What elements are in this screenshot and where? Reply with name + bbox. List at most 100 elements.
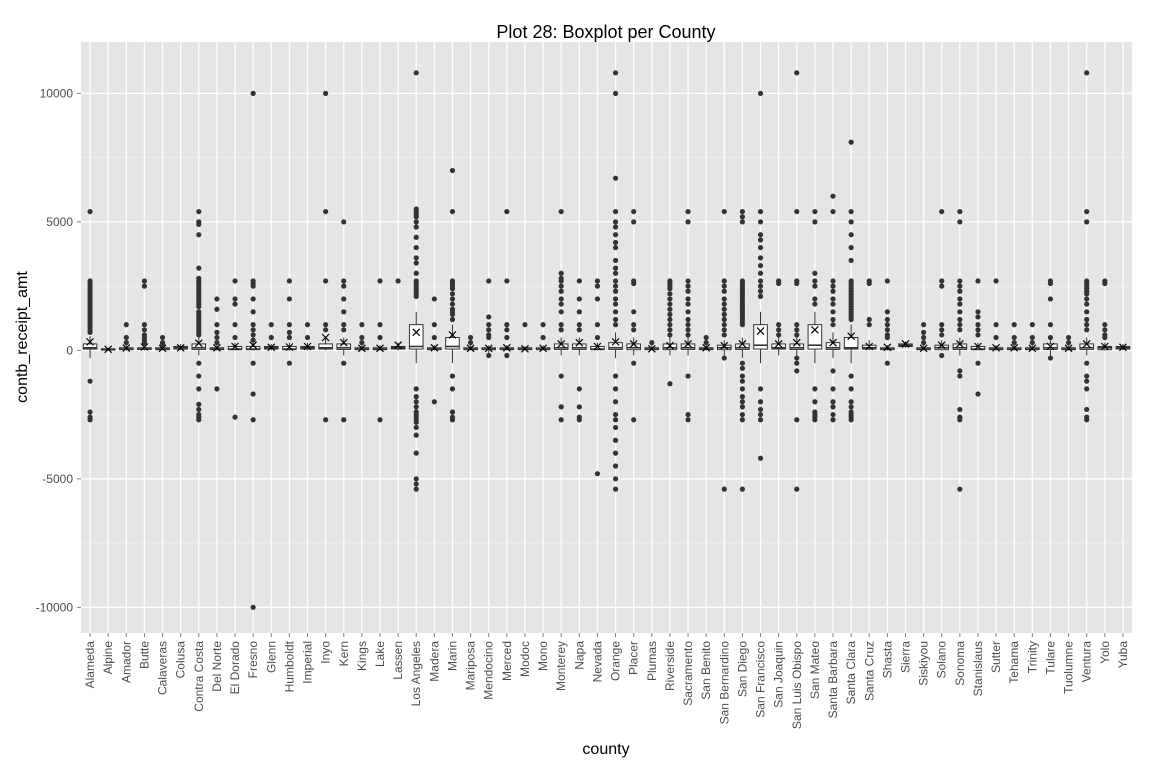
outlier-point [794, 327, 800, 333]
outlier-point [830, 399, 836, 405]
outlier-point [757, 255, 764, 261]
x-tick-label: Inyo [319, 641, 333, 664]
outlier-point [359, 340, 365, 346]
outlier-point [1011, 322, 1017, 328]
x-tick-label: Fresno [246, 641, 260, 679]
outlier-point [395, 278, 401, 284]
outlier-point [1102, 322, 1108, 328]
outlier-point [776, 332, 782, 338]
outlier-point [232, 322, 238, 328]
outlier-point [214, 329, 220, 335]
outlier-point [631, 322, 637, 328]
x-tick-label: Del Norte [210, 641, 224, 692]
outlier-point [449, 167, 456, 174]
box-sonoma [952, 208, 968, 492]
outlier-point [486, 334, 492, 341]
outlier-point [830, 301, 836, 307]
x-tick-label: Kern [337, 641, 351, 666]
outlier-point [594, 278, 601, 284]
box-santa-clara [843, 139, 859, 423]
x-tick-label: Alpine [101, 641, 115, 675]
outlier-point [1084, 316, 1090, 323]
box-monterey [553, 208, 569, 423]
outlier-point [449, 316, 456, 323]
outlier-point [159, 334, 166, 341]
outlier-point [739, 386, 746, 392]
box-glenn [263, 322, 279, 352]
outlier-point [1047, 322, 1054, 328]
outlier-point [359, 334, 365, 341]
x-tick-label: Kings [355, 641, 369, 671]
outlier-point [812, 399, 818, 405]
mean-marker [629, 339, 638, 348]
outlier-point [467, 340, 474, 346]
x-tick-label: Contra Costa [192, 641, 206, 712]
outlier-point [576, 309, 582, 315]
outlier-point [667, 316, 673, 323]
x-tick-label: Ventura [1080, 641, 1094, 683]
outlier-point [739, 208, 746, 215]
outlier-point [884, 316, 890, 323]
outlier-point [631, 208, 637, 215]
outlier-point [413, 234, 419, 240]
box-colusa [173, 343, 188, 352]
outlier-point [757, 262, 764, 269]
outlier-point [123, 340, 129, 346]
outlier-point [232, 296, 238, 302]
box-napa [572, 278, 587, 423]
outlier-point [830, 193, 836, 199]
mean-marker [502, 343, 511, 352]
outlier-point [975, 391, 981, 397]
outlier-point [884, 334, 890, 341]
box-kern [336, 219, 352, 423]
outlier-point [449, 301, 456, 307]
box-mono [535, 322, 551, 353]
outlier-point [431, 399, 437, 405]
outlier-point [214, 296, 220, 302]
outlier-point [957, 296, 963, 302]
outlier-point [721, 288, 727, 294]
outlier-point [558, 417, 564, 423]
outlier-point [739, 411, 746, 418]
outlier-point [612, 399, 619, 405]
outlier-point [286, 278, 292, 284]
outlier-point [1084, 322, 1090, 328]
outlier-point [196, 332, 202, 338]
outlier-point [1084, 378, 1090, 384]
outlier-point [830, 309, 836, 315]
outlier-point [612, 373, 619, 379]
box-del-norte [209, 296, 225, 392]
outlier-point [739, 360, 746, 366]
outlier-point [830, 208, 836, 215]
outlier-point [776, 327, 782, 333]
outlier-point [612, 301, 619, 307]
outlier-point [449, 311, 456, 317]
outlier-point [341, 283, 347, 289]
outlier-point [939, 208, 945, 215]
x-tick-label: San Mateo [808, 641, 822, 699]
outlier-point [413, 260, 419, 266]
box-marin [445, 167, 460, 423]
x-tick-label: Modoc [518, 641, 532, 677]
mean-marker [303, 342, 312, 351]
outlier-point [848, 244, 854, 251]
box-mendocino [481, 278, 497, 359]
outlier-point [667, 291, 673, 297]
outlier-point [341, 322, 347, 328]
box-mariposa [463, 334, 478, 353]
outlier-point [87, 378, 93, 384]
outlier-point [921, 329, 927, 335]
x-tick-label: Solano [935, 641, 949, 679]
outlier-point [884, 360, 890, 366]
outlier-point [667, 381, 673, 387]
outlier-point [794, 332, 800, 338]
outlier-point [939, 322, 945, 328]
x-tick-label: San Francisco [754, 641, 768, 718]
outlier-point [685, 278, 691, 284]
outlier-point [1029, 340, 1035, 346]
outlier-point [1084, 360, 1090, 366]
x-tick-label: Sutter [989, 641, 1003, 673]
outlier-point [377, 278, 383, 284]
mean-marker [430, 343, 439, 352]
